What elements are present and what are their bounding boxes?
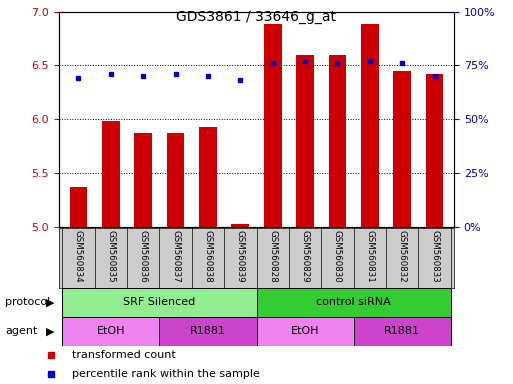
Bar bbox=[62, 288, 256, 317]
Text: GSM560834: GSM560834 bbox=[74, 230, 83, 283]
Text: GSM560839: GSM560839 bbox=[236, 230, 245, 283]
Bar bbox=[328, 55, 346, 227]
Bar bbox=[134, 133, 152, 227]
Bar bbox=[393, 71, 411, 227]
Text: GSM560833: GSM560833 bbox=[430, 230, 439, 283]
Bar bbox=[426, 74, 443, 227]
Text: GSM560838: GSM560838 bbox=[204, 230, 212, 283]
Bar bbox=[70, 187, 87, 227]
Text: GDS3861 / 33646_g_at: GDS3861 / 33646_g_at bbox=[176, 10, 337, 23]
Bar bbox=[353, 317, 451, 346]
Text: SRF Silenced: SRF Silenced bbox=[123, 297, 195, 308]
Bar bbox=[167, 133, 185, 227]
Text: GSM560835: GSM560835 bbox=[106, 230, 115, 283]
Text: GSM560829: GSM560829 bbox=[301, 230, 309, 283]
Text: GSM560837: GSM560837 bbox=[171, 230, 180, 283]
Bar bbox=[264, 25, 282, 227]
Text: ▶: ▶ bbox=[46, 297, 54, 308]
Text: GSM560830: GSM560830 bbox=[333, 230, 342, 283]
Bar bbox=[199, 127, 217, 227]
Text: agent: agent bbox=[5, 326, 37, 336]
Text: GSM560836: GSM560836 bbox=[139, 230, 148, 283]
Text: EtOH: EtOH bbox=[96, 326, 125, 336]
Bar bbox=[256, 317, 353, 346]
Text: GSM560832: GSM560832 bbox=[398, 230, 407, 283]
Text: percentile rank within the sample: percentile rank within the sample bbox=[72, 369, 260, 379]
Text: ▶: ▶ bbox=[46, 326, 54, 336]
Bar bbox=[160, 317, 256, 346]
Text: R1881: R1881 bbox=[384, 326, 420, 336]
Text: EtOH: EtOH bbox=[291, 326, 319, 336]
Bar bbox=[296, 55, 314, 227]
Text: GSM560828: GSM560828 bbox=[268, 230, 277, 283]
Bar bbox=[256, 288, 451, 317]
Bar bbox=[102, 121, 120, 227]
Text: protocol: protocol bbox=[5, 297, 50, 308]
Bar bbox=[231, 224, 249, 227]
Text: GSM560831: GSM560831 bbox=[365, 230, 374, 283]
Text: transformed count: transformed count bbox=[72, 350, 175, 360]
Text: control siRNA: control siRNA bbox=[316, 297, 391, 308]
Text: R1881: R1881 bbox=[190, 326, 226, 336]
Bar bbox=[361, 25, 379, 227]
Bar bbox=[62, 317, 160, 346]
